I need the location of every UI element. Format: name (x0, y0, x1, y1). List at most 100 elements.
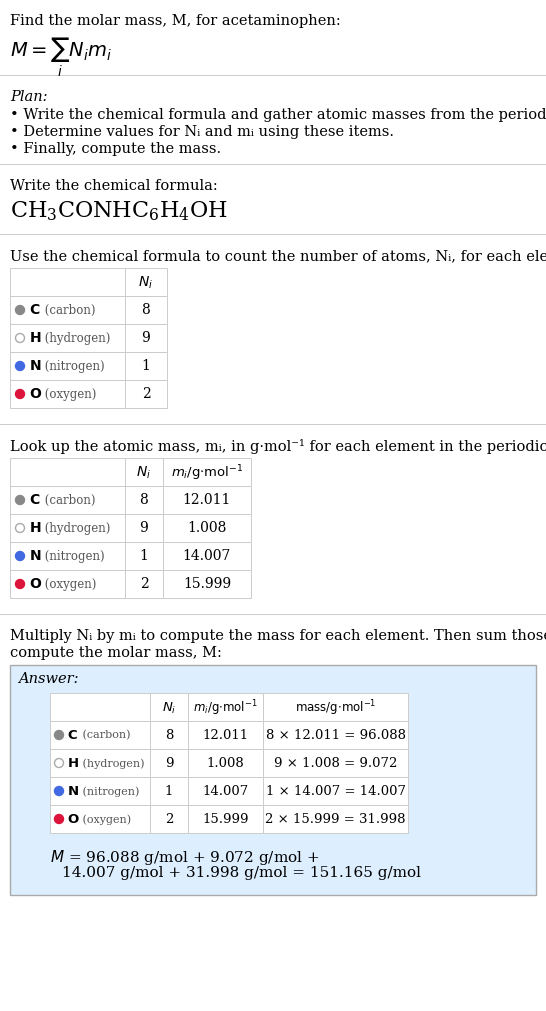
FancyBboxPatch shape (125, 380, 167, 408)
Text: 8: 8 (165, 728, 173, 741)
Text: (nitrogen): (nitrogen) (79, 786, 139, 796)
Text: 1: 1 (141, 359, 151, 373)
Text: Use the chemical formula to count the number of atoms, Nᵢ, for each element:: Use the chemical formula to count the nu… (10, 249, 546, 263)
FancyBboxPatch shape (163, 515, 251, 543)
Text: 12.011: 12.011 (183, 493, 231, 507)
Text: $\mathbf{C}$: $\mathbf{C}$ (29, 493, 40, 507)
Text: $N_i$: $N_i$ (139, 275, 153, 291)
Text: Look up the atomic mass, mᵢ, in g·mol⁻¹ for each element in the periodic table:: Look up the atomic mass, mᵢ, in g·mol⁻¹ … (10, 439, 546, 454)
FancyBboxPatch shape (125, 543, 163, 570)
Text: (carbon): (carbon) (79, 730, 130, 740)
FancyBboxPatch shape (150, 749, 188, 777)
FancyBboxPatch shape (125, 515, 163, 543)
Text: $\mathbf{N}$: $\mathbf{N}$ (29, 359, 41, 373)
Text: • Determine values for Nᵢ and mᵢ using these items.: • Determine values for Nᵢ and mᵢ using t… (10, 125, 394, 139)
FancyBboxPatch shape (10, 543, 125, 570)
FancyBboxPatch shape (263, 805, 408, 833)
FancyBboxPatch shape (10, 486, 125, 515)
FancyBboxPatch shape (10, 459, 125, 486)
FancyBboxPatch shape (125, 269, 167, 296)
Text: $\mathbf{H}$: $\mathbf{H}$ (29, 332, 41, 345)
Text: Answer:: Answer: (18, 671, 79, 685)
FancyBboxPatch shape (10, 269, 125, 296)
FancyBboxPatch shape (50, 721, 150, 749)
Text: $\mathbf{H}$: $\mathbf{H}$ (67, 756, 79, 769)
FancyBboxPatch shape (188, 721, 263, 749)
Circle shape (55, 815, 63, 824)
Text: 8: 8 (141, 303, 150, 317)
Text: 9: 9 (141, 332, 150, 345)
Text: $\mathbf{C}$: $\mathbf{C}$ (29, 303, 40, 317)
Text: 1: 1 (140, 549, 149, 563)
Text: 9: 9 (140, 521, 149, 535)
FancyBboxPatch shape (188, 777, 263, 805)
Circle shape (55, 731, 63, 740)
Text: $\mathbf{O}$: $\mathbf{O}$ (29, 387, 42, 401)
Text: (hydrogen): (hydrogen) (41, 332, 110, 345)
Text: (oxygen): (oxygen) (79, 814, 131, 824)
Text: 15.999: 15.999 (202, 812, 249, 825)
Text: $m_i/\mathrm{g{\cdot}mol^{-1}}$: $m_i/\mathrm{g{\cdot}mol^{-1}}$ (193, 698, 258, 717)
Text: (oxygen): (oxygen) (41, 387, 97, 400)
Text: (carbon): (carbon) (41, 493, 96, 507)
Text: 12.011: 12.011 (203, 728, 248, 741)
FancyBboxPatch shape (163, 543, 251, 570)
Text: 2: 2 (165, 812, 173, 825)
FancyBboxPatch shape (163, 570, 251, 599)
FancyBboxPatch shape (50, 805, 150, 833)
Circle shape (15, 524, 25, 533)
FancyBboxPatch shape (150, 777, 188, 805)
Text: $\mathbf{H}$: $\mathbf{H}$ (29, 521, 41, 535)
Text: $N_i$: $N_i$ (162, 700, 176, 715)
Text: $m_i/\mathrm{g{\cdot}mol^{-1}}$: $m_i/\mathrm{g{\cdot}mol^{-1}}$ (171, 463, 244, 482)
Text: 1 × 14.007 = 14.007: 1 × 14.007 = 14.007 (265, 785, 406, 798)
FancyBboxPatch shape (10, 665, 536, 895)
Text: • Finally, compute the mass.: • Finally, compute the mass. (10, 142, 221, 156)
Text: $\mathregular{CH_3CONHC_6H_4OH}$: $\mathregular{CH_3CONHC_6H_4OH}$ (10, 199, 228, 222)
FancyBboxPatch shape (10, 325, 125, 353)
Text: • Write the chemical formula and gather atomic masses from the periodic table.: • Write the chemical formula and gather … (10, 108, 546, 122)
FancyBboxPatch shape (163, 486, 251, 515)
Text: 8: 8 (140, 493, 149, 507)
FancyBboxPatch shape (263, 694, 408, 721)
Text: Plan:: Plan: (10, 90, 48, 104)
FancyBboxPatch shape (10, 570, 125, 599)
Text: 8 × 12.011 = 96.088: 8 × 12.011 = 96.088 (265, 728, 406, 741)
Text: Multiply Nᵢ by mᵢ to compute the mass for each element. Then sum those values to: Multiply Nᵢ by mᵢ to compute the mass fo… (10, 629, 546, 642)
FancyBboxPatch shape (125, 459, 163, 486)
Circle shape (15, 496, 25, 506)
FancyBboxPatch shape (10, 296, 125, 325)
Text: 15.999: 15.999 (183, 577, 231, 590)
Text: 9 × 1.008 = 9.072: 9 × 1.008 = 9.072 (274, 756, 397, 769)
FancyBboxPatch shape (263, 777, 408, 805)
Text: 1.008: 1.008 (187, 521, 227, 535)
Text: 14.007 g/mol + 31.998 g/mol = 151.165 g/mol: 14.007 g/mol + 31.998 g/mol = 151.165 g/… (62, 865, 421, 880)
FancyBboxPatch shape (125, 486, 163, 515)
FancyBboxPatch shape (163, 459, 251, 486)
Text: $\mathbf{C}$: $\mathbf{C}$ (67, 728, 78, 741)
Text: 2: 2 (141, 387, 150, 401)
FancyBboxPatch shape (125, 325, 167, 353)
FancyBboxPatch shape (50, 777, 150, 805)
Circle shape (15, 306, 25, 315)
Text: compute the molar mass, M:: compute the molar mass, M: (10, 645, 222, 659)
FancyBboxPatch shape (50, 694, 150, 721)
Text: $N_i$: $N_i$ (136, 464, 152, 480)
Text: $M$ = 96.088 g/mol + 9.072 g/mol +: $M$ = 96.088 g/mol + 9.072 g/mol + (50, 847, 319, 866)
Text: Find the molar mass, M, for acetaminophen:: Find the molar mass, M, for acetaminophe… (10, 14, 341, 28)
Circle shape (55, 787, 63, 796)
Circle shape (15, 580, 25, 589)
Circle shape (15, 552, 25, 561)
Text: Write the chemical formula:: Write the chemical formula: (10, 179, 218, 193)
FancyBboxPatch shape (188, 694, 263, 721)
FancyBboxPatch shape (10, 515, 125, 543)
Circle shape (15, 335, 25, 343)
FancyBboxPatch shape (125, 570, 163, 599)
Text: (hydrogen): (hydrogen) (79, 757, 145, 768)
Text: 1: 1 (165, 785, 173, 798)
FancyBboxPatch shape (188, 805, 263, 833)
FancyBboxPatch shape (50, 749, 150, 777)
Circle shape (15, 362, 25, 371)
Circle shape (55, 758, 63, 767)
FancyBboxPatch shape (125, 296, 167, 325)
